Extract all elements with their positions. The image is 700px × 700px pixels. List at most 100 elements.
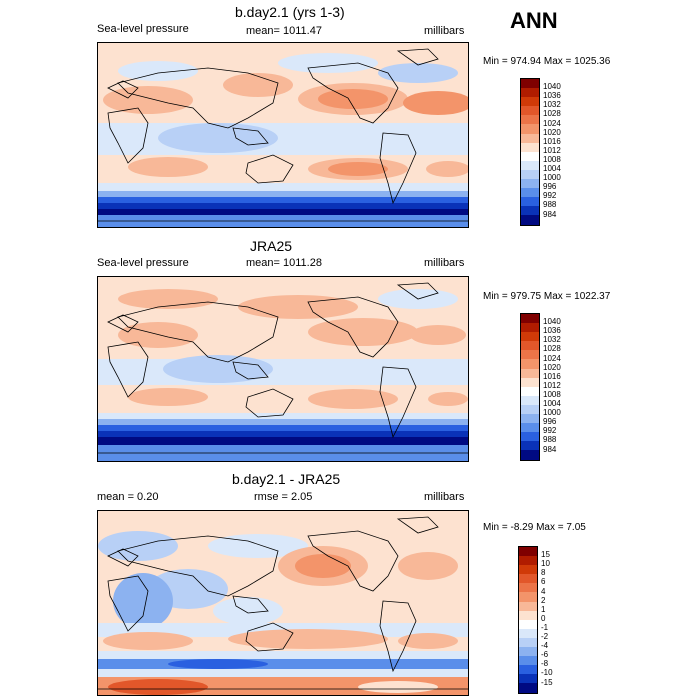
map-obs-slp xyxy=(97,276,469,462)
colorbar-label: 1020 xyxy=(543,362,561,372)
colorbar-swatch xyxy=(521,432,539,442)
colorbar-swatch xyxy=(519,619,537,629)
colorbar-swatch xyxy=(521,314,539,324)
colorbar-swatch xyxy=(521,151,539,161)
colorbar-swatch xyxy=(519,637,537,648)
colorbar-swatch xyxy=(521,341,539,351)
colorbar-label: 1032 xyxy=(543,335,561,345)
colorbar-swatch xyxy=(521,160,539,170)
colorbar-label: -1 xyxy=(541,622,549,632)
season-label: ANN xyxy=(510,8,558,33)
colorbar-label: 1036 xyxy=(543,91,561,101)
colorbar-swatch xyxy=(519,647,537,657)
colorbar-label: 1004 xyxy=(543,399,561,408)
colorbar-label: 996 xyxy=(543,182,557,192)
colorbar-swatch xyxy=(519,583,537,593)
panel-title: b.day2.1 - JRA25 xyxy=(232,471,341,487)
colorbar-label: 984 xyxy=(543,444,557,454)
variable-label: Sea-level pressure xyxy=(97,23,189,35)
colorbar-swatch xyxy=(521,206,539,216)
colorbar-swatch xyxy=(521,332,539,342)
colorbar-swatch xyxy=(521,133,539,143)
colorbar-swatch xyxy=(519,674,537,684)
colorbar-swatch xyxy=(521,97,539,107)
colorbar-label: 996 xyxy=(543,417,557,427)
colorbar-swatch xyxy=(519,565,537,575)
minmax-label: Min = -8.29 Max = 7.05 xyxy=(483,522,586,533)
colorbar-swatch xyxy=(521,414,539,424)
colorbar-swatch xyxy=(519,610,537,620)
mean-diff-label: mean = 0.20 xyxy=(97,491,159,503)
colorbar-label: 4 xyxy=(541,586,546,596)
colorbar-swatch xyxy=(521,423,539,433)
colorbar-label: 15 xyxy=(541,550,550,560)
colorbar-label: 1028 xyxy=(543,109,561,119)
colorbar-label: 1040 xyxy=(543,317,561,327)
colorbar-label: 1040 xyxy=(543,82,561,92)
variable-label: Sea-level pressure xyxy=(97,257,189,269)
colorbar-swatch xyxy=(521,350,539,360)
units-label: millibars xyxy=(424,257,465,269)
units-label: millibars xyxy=(424,491,465,503)
colorbar-label: -10 xyxy=(541,668,553,678)
colorbar-swatch xyxy=(521,197,539,207)
colorbar-swatch xyxy=(519,556,537,566)
colorbar-label: -4 xyxy=(541,641,549,651)
colorbar-label: 1000 xyxy=(543,408,561,418)
colorbar-swatch xyxy=(521,441,539,451)
colorbar-label: 1012 xyxy=(543,145,561,155)
colorbar-label: 1008 xyxy=(543,389,561,399)
colorbar-label: 1024 xyxy=(543,353,561,363)
colorbar-label: 1000 xyxy=(543,173,561,183)
colorbar-swatch xyxy=(521,386,539,396)
colorbar-swatch xyxy=(519,665,537,675)
colorbar-label: 8 xyxy=(541,568,546,578)
colorbar-swatch xyxy=(521,323,539,333)
colorbar-label: -2 xyxy=(541,632,549,641)
colorbar-swatch xyxy=(521,377,539,387)
colorbar-swatch xyxy=(519,656,537,666)
colorbar-swatch xyxy=(521,404,539,415)
colorbar-swatch xyxy=(521,88,539,98)
colorbar-label: 10 xyxy=(541,559,550,569)
colorbar-label: 6 xyxy=(541,577,546,587)
colorbar-label: 1028 xyxy=(543,344,561,354)
rmse-label: rmse = 2.05 xyxy=(254,491,313,503)
colorbar-label: 1016 xyxy=(543,136,561,146)
colorbar-label: 1004 xyxy=(543,164,561,173)
colorbar-swatch xyxy=(521,106,539,116)
colorbar-label: 1012 xyxy=(543,380,561,390)
mean-label: mean= 1011.28 xyxy=(246,257,322,269)
colorbar-swatch xyxy=(521,215,539,225)
colorbar-label: 0 xyxy=(541,613,546,623)
colorbar-label: -15 xyxy=(541,677,553,687)
colorbar-swatch xyxy=(521,368,539,378)
colorbar-label: 1032 xyxy=(543,100,561,110)
colorbar-swatch xyxy=(521,79,539,89)
colorbar-swatch xyxy=(521,188,539,198)
colorbar-swatch xyxy=(521,359,539,369)
colorbar-label: 988 xyxy=(543,200,557,210)
colorbar-swatch xyxy=(519,601,537,611)
colorbar-swatch xyxy=(521,115,539,125)
map-model-slp xyxy=(97,42,469,228)
panel-title: JRA25 xyxy=(250,238,293,254)
mean-label: mean= 1011.47 xyxy=(246,25,322,37)
colorbar-label: 1020 xyxy=(543,127,561,137)
colorbar-label: -8 xyxy=(541,659,549,669)
colorbar-label: 992 xyxy=(543,426,557,436)
colorbar-swatch xyxy=(521,450,539,460)
colorbar-label: -6 xyxy=(541,650,549,660)
units-label: millibars xyxy=(424,25,465,37)
colorbar-swatch xyxy=(519,574,537,584)
minmax-label: Min = 979.75 Max = 1022.37 xyxy=(483,291,611,302)
colorbar-swatch xyxy=(521,124,539,134)
colorbar-label: 984 xyxy=(543,209,557,219)
colorbar-swatch xyxy=(521,142,539,152)
panel-title: b.day2.1 (yrs 1-3) xyxy=(235,4,345,20)
colorbar-swatch xyxy=(521,169,539,180)
map-diff-slp xyxy=(97,510,469,696)
colorbar-label: 1024 xyxy=(543,118,561,128)
colorbar-swatch xyxy=(521,179,539,189)
colorbar-label: 988 xyxy=(543,435,557,445)
